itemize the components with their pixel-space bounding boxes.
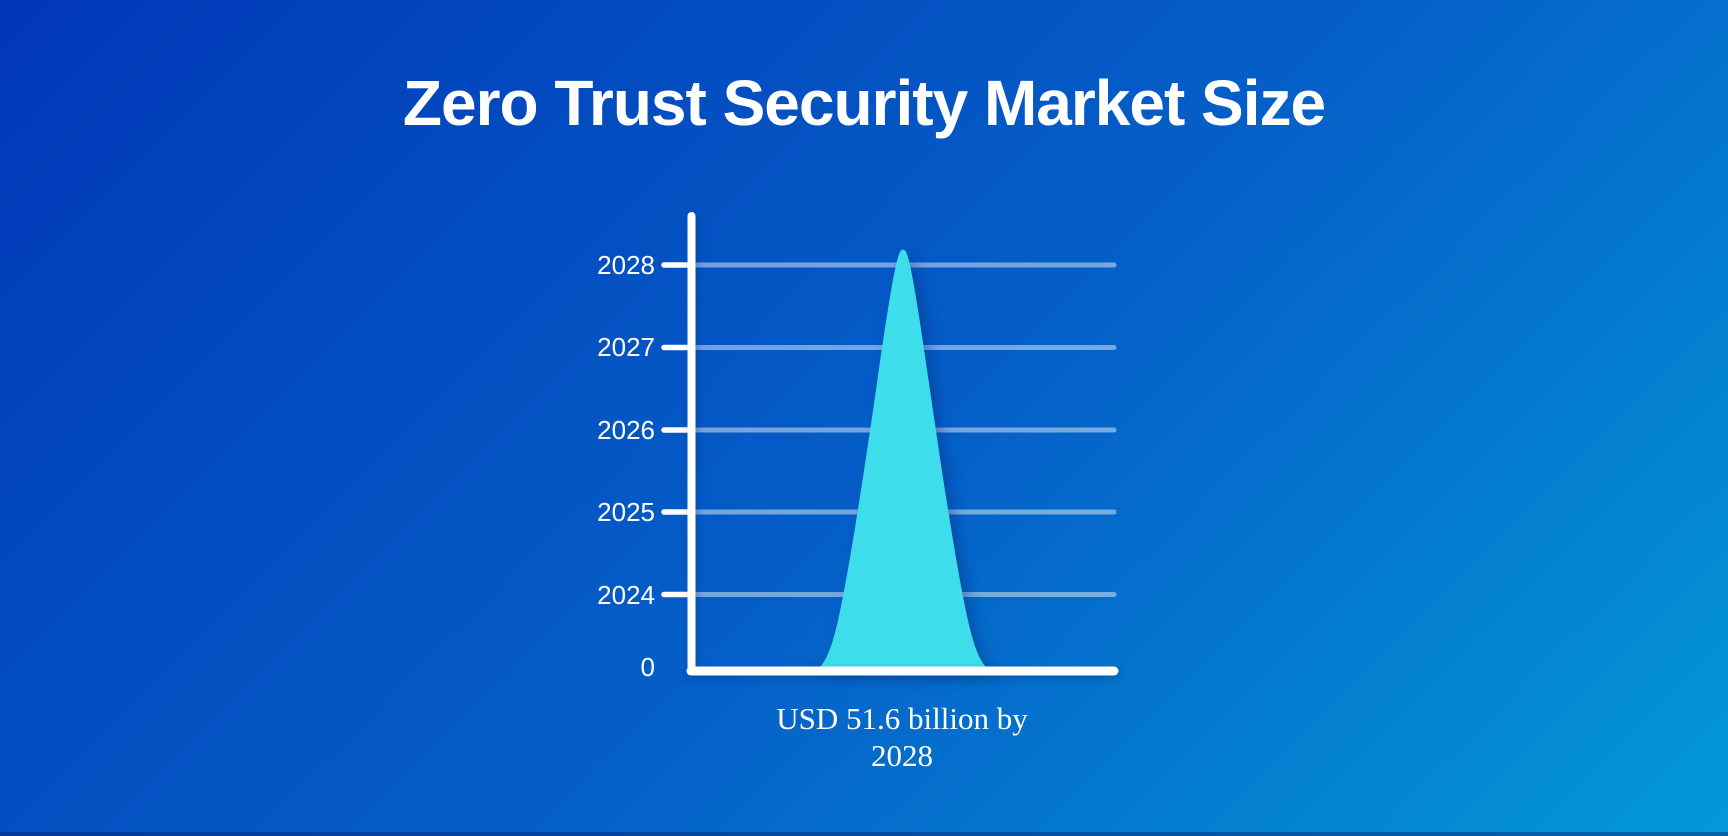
page-title: Zero Trust Security Market Size [402, 67, 1326, 139]
y-axis-label-2025: 2025 [597, 497, 655, 527]
bottom-edge-strip [0, 832, 1728, 836]
tick-marks [661, 262, 691, 598]
annotation-line-2: 2028 [871, 738, 933, 773]
y-axis-label-zero: 0 [640, 652, 655, 682]
chart-annotation: USD 51.6 billion by 2028 [652, 700, 1152, 774]
annotation-line-1: USD 51.6 billion by [776, 701, 1028, 736]
y-axis-label-2028: 2028 [597, 250, 655, 280]
y-axis-label-2024: 2024 [597, 580, 655, 610]
axes [686, 212, 1119, 676]
market-growth-curve [809, 249, 997, 673]
y-axis-label-2027: 2027 [597, 332, 655, 362]
y-axis-label-2026: 2026 [597, 415, 655, 445]
